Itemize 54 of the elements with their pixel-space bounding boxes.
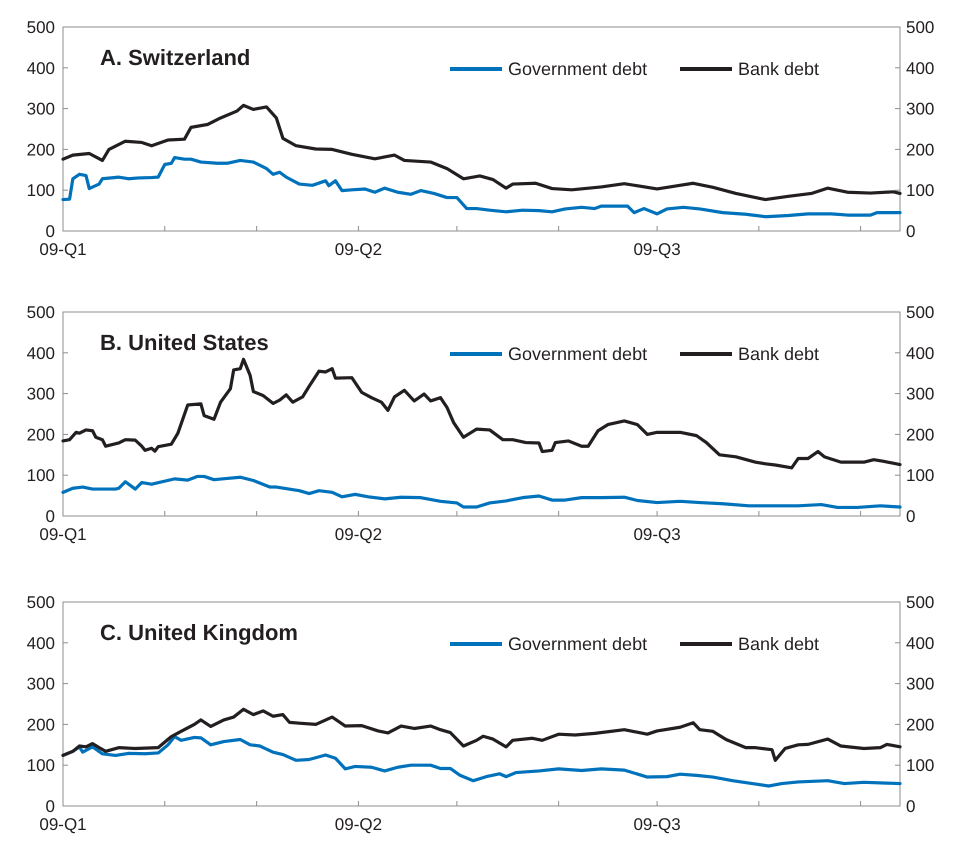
y-tick-label: 0 — [46, 222, 55, 241]
y2-tick-label: 0 — [906, 506, 916, 526]
y2-tick-label: 300 — [906, 100, 934, 119]
y2-tick-label: 400 — [906, 58, 934, 78]
y2-tick-label: 300 — [906, 384, 934, 404]
y-tick-label: 400 — [26, 58, 55, 78]
y2-tick-label: 200 — [906, 140, 934, 160]
y-tick-label: 500 — [26, 302, 55, 322]
y2-tick-label: 500 — [906, 18, 934, 37]
y-tick-label: 0 — [46, 796, 55, 816]
legend-label: Government debt — [508, 344, 648, 364]
y-tick-label: 300 — [26, 100, 55, 119]
y-tick-label: 0 — [46, 506, 55, 526]
y-tick-label: 400 — [26, 344, 55, 363]
y-tick-label: 100 — [26, 756, 55, 776]
y2-tick-label: 400 — [906, 634, 934, 653]
x-tick-label: 09-Q3 — [633, 240, 681, 259]
y-tick-label: 100 — [26, 466, 55, 486]
x-tick-label: 09-Q2 — [334, 815, 382, 834]
text: A. Switzerland — [100, 45, 250, 70]
y2-tick-label: 500 — [906, 302, 934, 322]
x-tick-label: 09-Q2 — [334, 525, 382, 544]
y2-tick-label: 500 — [906, 592, 934, 612]
y2-tick-label: 0 — [906, 222, 916, 241]
y2-tick-label: 200 — [906, 425, 934, 444]
y2-tick-label: 100 — [906, 181, 934, 200]
legend-label: Government debt — [508, 59, 648, 79]
y-tick-label: 200 — [26, 140, 55, 160]
y2-tick-label: 100 — [906, 466, 934, 486]
x-tick-label: 09-Q1 — [39, 815, 87, 834]
y2-tick-label: 0 — [906, 796, 916, 816]
x-tick-label: 09-Q3 — [633, 815, 681, 834]
legend-label: Government debt — [508, 634, 648, 654]
y2-tick-label: 300 — [906, 674, 934, 694]
y-tick-label: 100 — [26, 181, 55, 200]
y2-tick-label: 400 — [906, 344, 934, 363]
text: B. United States — [100, 330, 269, 355]
y-tick-label: 300 — [26, 384, 55, 404]
text: C. United Kingdom — [100, 620, 298, 645]
y-tick-label: 500 — [26, 592, 55, 612]
y2-tick-label: 100 — [906, 756, 934, 776]
x-tick-label: 09-Q1 — [39, 525, 87, 544]
legend-label: Bank debt — [738, 344, 820, 364]
x-tick-label: 09-Q3 — [633, 525, 681, 544]
y2-tick-label: 200 — [906, 715, 934, 734]
y-tick-label: 500 — [26, 18, 55, 37]
legend-label: Bank debt — [738, 59, 820, 79]
y-tick-label: 200 — [26, 715, 55, 734]
x-tick-label: 09-Q1 — [39, 240, 87, 259]
y-tick-label: 400 — [26, 634, 55, 653]
y-tick-label: 300 — [26, 674, 55, 694]
y-tick-label: 200 — [26, 425, 55, 444]
x-tick-label: 09-Q2 — [334, 240, 382, 259]
legend-label: Bank debt — [738, 634, 820, 654]
